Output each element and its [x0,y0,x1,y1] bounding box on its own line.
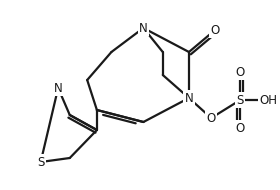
Text: O: O [207,112,216,124]
Text: S: S [37,155,45,169]
Text: O: O [211,24,220,36]
Text: N: N [139,21,148,35]
Text: O: O [236,66,245,78]
Text: OH: OH [260,93,278,107]
Text: N: N [185,92,193,105]
Text: O: O [236,121,245,135]
Text: N: N [54,82,62,94]
Text: S: S [237,93,244,107]
